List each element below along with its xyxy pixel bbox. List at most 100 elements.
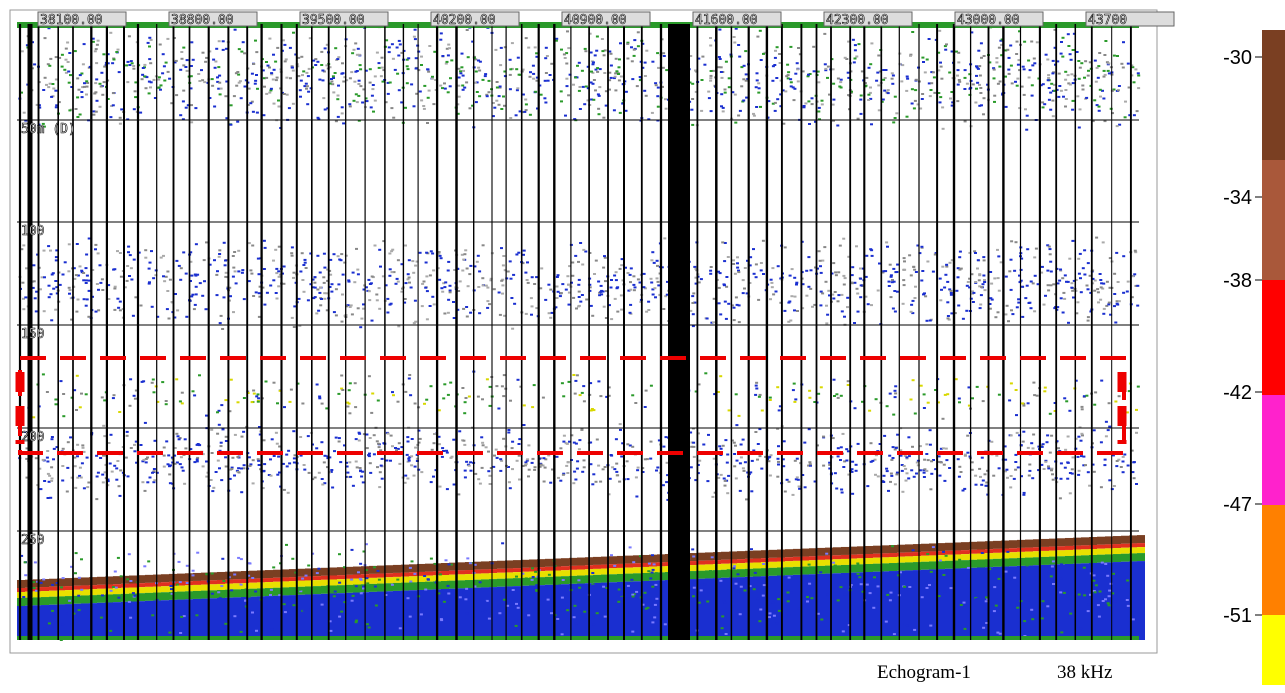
echo-dot <box>620 294 623 296</box>
echo-dot <box>240 491 243 493</box>
echo-dot <box>776 386 779 388</box>
echo-dot <box>481 442 484 444</box>
echo-dot <box>396 47 399 49</box>
echo-dot <box>51 83 54 85</box>
echo-dot <box>875 398 878 400</box>
echo-dot <box>903 257 906 259</box>
echo-dot <box>274 249 277 251</box>
echo-dot <box>203 81 206 83</box>
echo-dot <box>292 103 295 105</box>
echo-dot <box>1030 41 1033 43</box>
bottom-green <box>193 591 201 599</box>
echo-dot <box>140 305 143 307</box>
echo-dot <box>613 275 616 277</box>
echo-dot <box>374 75 377 77</box>
echo-dot <box>68 287 71 289</box>
echo-dot <box>1005 106 1008 108</box>
bottom-brown <box>193 573 201 581</box>
echo-dot <box>655 470 658 472</box>
echo-dot <box>581 392 584 394</box>
echo-dot <box>144 422 147 424</box>
echo-dot <box>216 76 219 78</box>
echo-dot <box>1064 89 1067 91</box>
echo-dot <box>179 69 182 71</box>
echo-dot <box>353 81 356 83</box>
echo-dot <box>1065 400 1068 402</box>
echo-dot <box>702 444 705 446</box>
echo-dot <box>896 434 899 436</box>
bottom-yellow <box>785 561 793 567</box>
echo-dot <box>323 253 326 255</box>
echo-dot <box>175 260 178 262</box>
echo-dot <box>957 69 960 71</box>
echo-dot <box>92 114 95 116</box>
echo-dot <box>601 38 604 40</box>
echo-dot <box>720 474 723 476</box>
echo-dot <box>1032 382 1035 384</box>
echo-dot <box>980 294 983 296</box>
echo-dot <box>763 584 766 586</box>
echo-dot <box>159 44 162 46</box>
echo-dot <box>1032 282 1035 284</box>
echo-dot <box>1021 316 1024 318</box>
echo-dot <box>488 475 491 477</box>
bottom-red <box>1121 544 1129 548</box>
echo-dot <box>1067 436 1070 438</box>
echo-dot <box>993 95 996 97</box>
echo-dot <box>1057 447 1060 449</box>
echo-dot <box>237 401 240 403</box>
echo-dot <box>726 462 729 464</box>
bottom-brown <box>497 561 505 569</box>
bottom-yellow <box>481 573 489 579</box>
echo-dot <box>979 307 982 309</box>
bottom-yellow <box>457 574 465 580</box>
echo-dot <box>369 82 372 84</box>
echo-dot <box>502 255 505 257</box>
echo-dot <box>499 86 502 88</box>
bottom-blue <box>97 603 105 640</box>
echo-dot <box>407 57 410 59</box>
echo-dot <box>1115 252 1118 254</box>
echo-dot <box>240 584 243 586</box>
echo-dot <box>1100 286 1103 288</box>
echo-dot <box>142 459 145 461</box>
echo-dot <box>1071 109 1074 111</box>
echo-dot <box>972 301 975 303</box>
echo-dot <box>168 465 171 467</box>
echo-dot <box>234 434 237 436</box>
echo-dot <box>626 58 629 60</box>
echo-dot <box>273 103 276 105</box>
echo-dot <box>692 442 695 444</box>
echo-dot <box>938 461 941 463</box>
echo-dot <box>1081 85 1084 87</box>
echo-dot <box>452 301 455 303</box>
echo-dot <box>85 279 88 281</box>
bottom-red <box>545 567 553 571</box>
bottom-red <box>961 550 969 554</box>
echo-dot <box>66 467 69 469</box>
echo-dot <box>1079 277 1082 279</box>
echo-dot <box>179 114 182 116</box>
echo-dot <box>804 486 807 488</box>
echo-dot <box>430 481 433 483</box>
echo-dot <box>997 83 1000 85</box>
echo-dot <box>486 378 489 380</box>
echo-dot <box>759 609 762 611</box>
echo-dot <box>870 123 873 125</box>
echo-dot <box>79 114 82 116</box>
echo-dot <box>617 601 620 603</box>
echo-dot <box>95 111 98 113</box>
echo-dot <box>1010 434 1013 436</box>
echo-dot <box>744 50 747 52</box>
page: 50m (D)100150200250 38100.0038800.003950… <box>0 0 1285 693</box>
echo-dot <box>409 581 412 583</box>
echo-dot <box>615 438 618 440</box>
echo-dot <box>507 432 510 434</box>
echo-dot <box>1030 609 1033 611</box>
echo-dot <box>1113 485 1116 487</box>
echo-dot <box>99 83 102 85</box>
echo-dot <box>62 415 65 417</box>
bottom-red <box>377 574 385 578</box>
echo-dot <box>299 271 302 273</box>
echo-dot <box>413 475 416 477</box>
